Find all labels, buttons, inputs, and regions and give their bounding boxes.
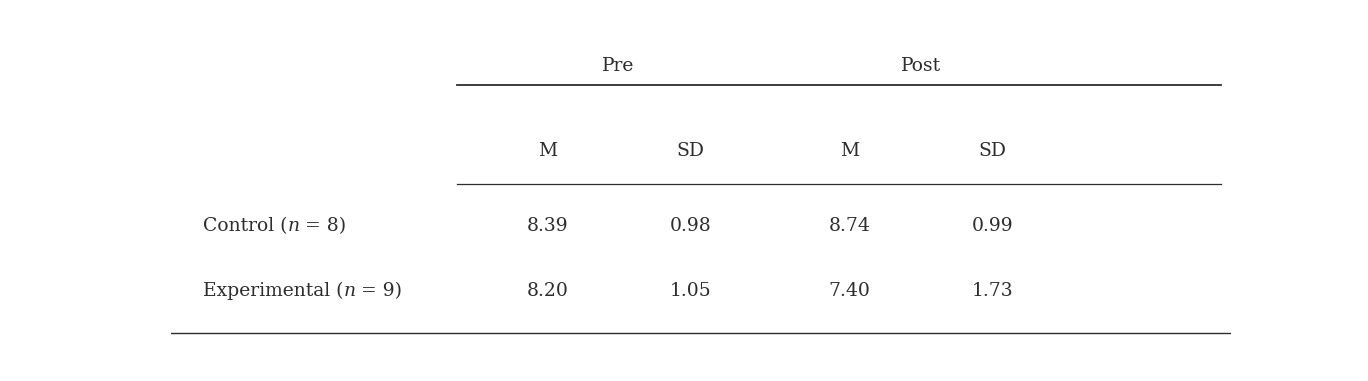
Text: M: M	[840, 142, 859, 160]
Text: SD: SD	[677, 142, 705, 160]
Text: 8.74: 8.74	[829, 217, 870, 235]
Text: 0.99: 0.99	[971, 217, 1014, 235]
Text: 7.40: 7.40	[829, 282, 870, 300]
Text: 1.73: 1.73	[971, 282, 1014, 300]
Text: Experimental (: Experimental (	[202, 282, 343, 300]
Text: = 9): = 9)	[356, 282, 402, 300]
Text: Pre: Pre	[602, 57, 635, 75]
Text: n: n	[287, 217, 300, 235]
Text: SD: SD	[978, 142, 1007, 160]
Text: 0.98: 0.98	[669, 217, 711, 235]
Text: 8.20: 8.20	[527, 282, 568, 300]
Text: 1.05: 1.05	[669, 282, 711, 300]
Text: Control (: Control (	[202, 217, 287, 235]
Text: M: M	[538, 142, 557, 160]
Text: = 8): = 8)	[300, 217, 346, 235]
Text: 8.39: 8.39	[527, 217, 568, 235]
Text: n: n	[343, 282, 356, 300]
Text: Post: Post	[900, 57, 941, 75]
